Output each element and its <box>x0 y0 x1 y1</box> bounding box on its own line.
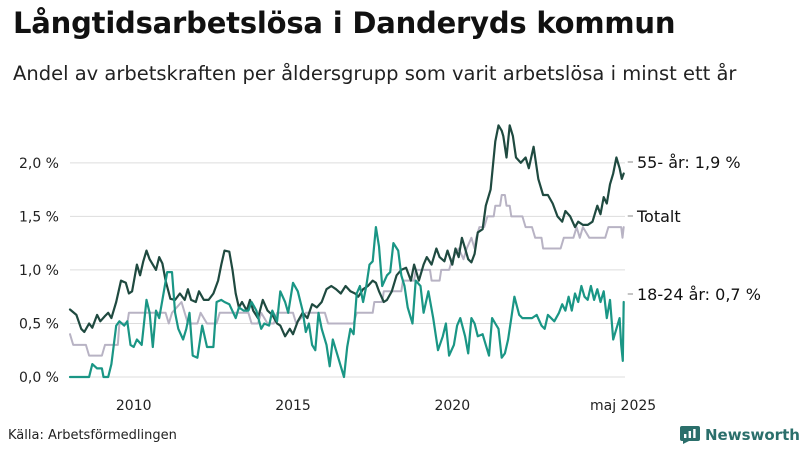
y-tick-label: 2,0 % <box>19 156 59 172</box>
y-axis: 0,0 % 0,5 % 1,0 % 1,5 % 2,0 % <box>19 156 59 386</box>
brand-name: Newsworthy <box>705 426 800 444</box>
series-line-total <box>69 194 625 357</box>
x-tick-label: 2020 <box>434 398 470 414</box>
y-tick-label: 1,0 % <box>19 263 59 279</box>
series-label-55: 55- år: 1,9 % <box>637 153 741 172</box>
series-line-55 <box>68 124 625 338</box>
series-lines <box>68 124 625 379</box>
x-tick-label: 2015 <box>275 398 311 414</box>
x-tick-label: maj 2025 <box>590 398 656 414</box>
y-tick-label: 0,5 % <box>19 316 59 332</box>
series-label-total: Totalt <box>636 207 681 226</box>
chart-subtitle: Andel av arbetskraften per åldersgrupp s… <box>13 62 737 85</box>
line-chart: 0,0 % 0,5 % 1,0 % 1,5 % 2,0 % 2010 2015 2020 ma… <box>19 124 761 414</box>
series-label-1824: 18-24 år: 0,7 % <box>637 285 761 304</box>
series-labels: Totalt 55- år: 1,9 % 18-24 år: 0,7 % <box>627 153 761 304</box>
newsworthy-logo-icon <box>680 426 700 444</box>
y-tick-label: 1,5 % <box>19 209 59 225</box>
y-tick-label: 0,0 % <box>19 370 59 386</box>
source-note: Källa: Arbetsförmedlingen <box>8 428 177 443</box>
series-line-1824 <box>68 226 625 379</box>
brand-logo[interactable]: Newsworthy <box>680 426 800 444</box>
x-tick-label: 2010 <box>116 398 152 414</box>
chart-title: Långtidsarbetslösa i Danderyds kommun <box>13 6 676 40</box>
x-axis: 2010 2015 2020 maj 2025 <box>116 398 656 414</box>
